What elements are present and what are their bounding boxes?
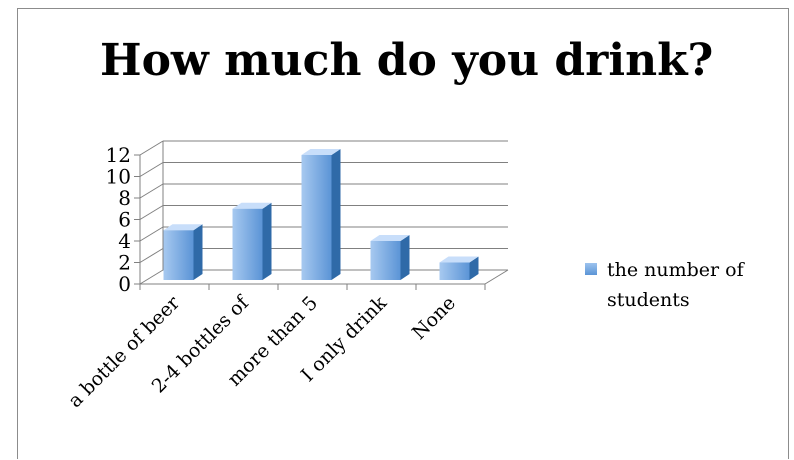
chart-title: How much do you drink? (100, 35, 714, 86)
bar-top (163, 224, 203, 231)
gridline-depth (139, 140, 164, 156)
bar-side (400, 235, 410, 280)
bar-side (262, 202, 272, 280)
floor-edge (484, 269, 509, 285)
y-tick-label: 6 (118, 208, 131, 232)
y-tick-label: 8 (118, 186, 131, 210)
y-tick-label: 0 (118, 272, 131, 296)
bar-top (439, 256, 479, 263)
y-tick-label: 2 (118, 251, 131, 275)
bar (232, 208, 263, 280)
bar (439, 262, 470, 280)
gridline-depth (139, 248, 164, 263)
legend-swatch (585, 263, 597, 275)
gridline-depth (139, 269, 164, 285)
y-tick-label: 10 (106, 165, 131, 189)
bar-top (370, 235, 410, 241)
legend: the number of students (585, 255, 775, 315)
gridline-depth (139, 226, 164, 242)
gridline-depth (139, 162, 164, 177)
chart-frame (17, 8, 789, 459)
legend-label: the number of students (607, 259, 744, 311)
bar-top (301, 149, 341, 155)
x-tick-label: None (408, 292, 460, 344)
gridline-depth (139, 205, 164, 220)
bar-side (331, 149, 341, 280)
bar (370, 241, 401, 280)
y-tick-label: 4 (118, 229, 131, 253)
gridline-depth (139, 183, 164, 199)
bar-top (232, 202, 272, 209)
bar-side (469, 256, 479, 280)
bar-side (193, 224, 203, 280)
bar (301, 155, 332, 280)
y-tick-label: 12 (106, 143, 131, 167)
bar (163, 230, 194, 280)
